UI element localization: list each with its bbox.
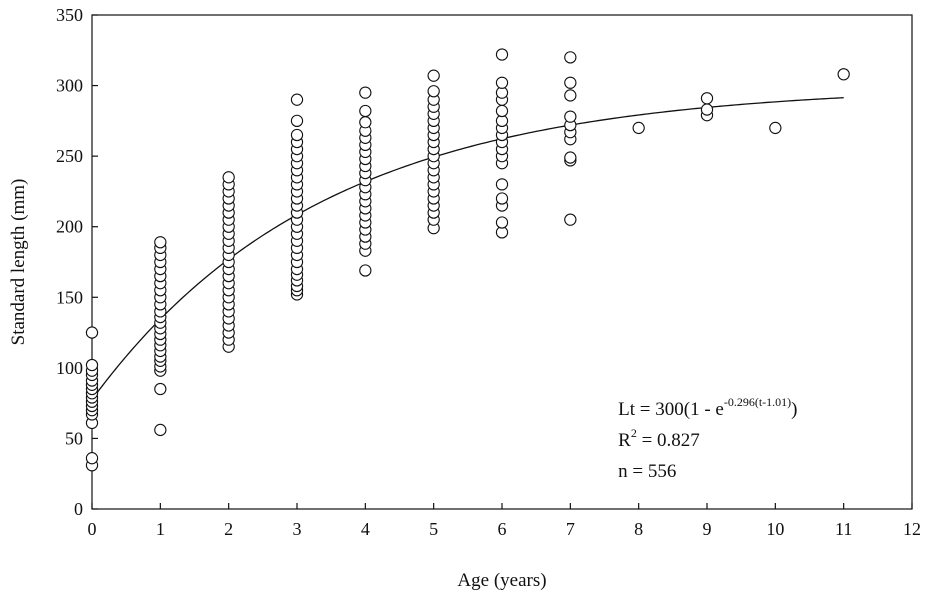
data-point — [359, 104, 372, 118]
equation-rhs: ) — [791, 399, 797, 420]
y-tick-label: 200 — [56, 217, 83, 237]
data-point — [495, 178, 509, 191]
data-point — [290, 128, 304, 142]
equation-exponent: -0.296(t-1.01) — [724, 395, 791, 409]
data-point — [154, 423, 167, 437]
x-axis-title: Age (years) — [457, 570, 546, 591]
data-point — [495, 216, 509, 229]
data-point — [154, 382, 167, 396]
data-point — [564, 110, 577, 123]
x-tick-label: 6 — [498, 519, 507, 539]
r-squared-label: R2 = 0.827 — [618, 426, 700, 451]
x-tick-label: 11 — [835, 519, 852, 539]
x-tick-label: 4 — [361, 519, 370, 539]
data-point — [564, 51, 577, 64]
x-tick-label: 8 — [634, 519, 643, 539]
data-point — [495, 48, 509, 61]
r2-superscript: 2 — [631, 426, 637, 440]
y-tick-label: 300 — [56, 76, 83, 96]
x-tick-label: 1 — [156, 519, 165, 539]
x-tick-label: 12 — [903, 519, 921, 539]
data-point — [495, 192, 509, 205]
data-point — [290, 114, 304, 128]
data-point — [769, 121, 782, 135]
data-point — [564, 89, 577, 102]
equation-annotation: Lt = 300(1 - e-0.296(t-1.01)) R2 = 0.827… — [618, 395, 797, 482]
x-tick-label: 7 — [566, 519, 575, 539]
data-point — [564, 213, 577, 226]
data-point — [85, 358, 99, 372]
data-point — [359, 116, 372, 129]
data-point — [700, 103, 714, 116]
data-point — [632, 121, 645, 135]
tick-marks — [91, 14, 913, 510]
y-tick-label: 0 — [74, 499, 83, 519]
data-point — [427, 69, 440, 82]
x-tick-label: 9 — [703, 519, 712, 539]
x-tick-label: 0 — [88, 519, 97, 539]
data-point — [427, 85, 440, 98]
data-point — [837, 68, 850, 81]
x-tick-label: 5 — [429, 519, 438, 539]
data-point — [495, 76, 509, 89]
data-point — [564, 76, 577, 89]
y-tick-label: 150 — [56, 287, 83, 307]
fit-curve-group — [91, 97, 844, 400]
data-point — [85, 452, 99, 465]
data-point — [154, 236, 167, 249]
data-point — [495, 104, 509, 118]
data-points — [85, 48, 850, 472]
data-point — [359, 86, 372, 99]
y-tick-label: 100 — [56, 358, 83, 378]
sample-size-label: n = 556 — [618, 461, 676, 482]
data-point — [85, 326, 99, 339]
data-point — [564, 151, 577, 164]
data-point — [222, 171, 235, 184]
y-tick-label: 350 — [56, 5, 83, 25]
x-tick-label: 2 — [224, 519, 233, 539]
data-point — [290, 93, 304, 106]
y-axis-title: Standard length (mm) — [8, 179, 29, 346]
y-tick-label: 50 — [65, 428, 83, 448]
y-tick-label: 250 — [56, 146, 83, 166]
fit-equation: Lt = 300(1 - e-0.296(t-1.01)) — [618, 395, 797, 420]
x-tick-label: 10 — [766, 519, 784, 539]
x-tick-label: 3 — [293, 519, 302, 539]
data-point — [700, 92, 714, 105]
r2-value: = 0.827 — [637, 430, 700, 451]
data-point — [359, 264, 372, 277]
fit-curve — [91, 97, 844, 400]
equation-lhs: Lt = 300(1 - e — [618, 399, 724, 420]
r2-base: R — [618, 430, 631, 451]
